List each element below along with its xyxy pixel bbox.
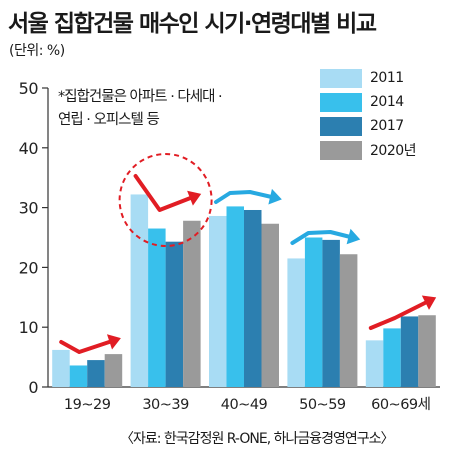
bar-2014-60~69세 (383, 328, 401, 387)
legend-swatch-2017 (320, 116, 362, 136)
unit-label: (단위: %) (9, 43, 65, 59)
legend-label-2017: 2017 (370, 118, 404, 134)
bar-2014-50~59 (304, 237, 323, 387)
legend-label-2014: 2014 (370, 94, 404, 110)
bar-2011-30~39 (130, 194, 149, 387)
trend-arrow-19-29-head (106, 334, 121, 350)
legend-item-2020: 2020년 (320, 138, 417, 162)
trend-arrow-50-59-head (346, 228, 361, 245)
bar-2017-30~39 (165, 241, 184, 387)
bar-2011-19~29 (52, 349, 70, 387)
bar-2011-50~59 (287, 258, 305, 387)
bar-2020년-19~29 (104, 354, 123, 387)
bar-2020년-60~69세 (418, 315, 436, 387)
bar-2011-60~69세 (365, 340, 384, 387)
trend-arrow-50-59 (290, 230, 357, 245)
legend-label-2020: 2020년 (370, 143, 417, 159)
trend-arrow-19-29 (59, 338, 118, 354)
y-tick-label-50: 50 (19, 79, 39, 98)
source-credit: 〈자료: 한국감정원 R-ONE, 하나금융경영연구소〉 (120, 431, 395, 447)
trend-arrow-40-49-head (268, 188, 282, 205)
trend-arrow-40-49 (214, 190, 278, 204)
y-tick-label-40: 40 (19, 139, 39, 158)
bar-2020년-30~39 (183, 220, 201, 387)
bar-2017-60~69세 (400, 316, 419, 387)
legend-swatch-2011 (320, 68, 362, 88)
bar-2017-19~29 (87, 360, 105, 387)
legend-item-2014: 2014 (320, 90, 416, 114)
legend-swatch-2014 (320, 92, 362, 112)
legend-label-2011: 2011 (370, 70, 404, 86)
x-tick-label-4: 60~69세 (371, 396, 430, 413)
x-tick-label-0: 19~29 (64, 397, 111, 413)
y-tick-label-20: 20 (19, 258, 39, 277)
y-tick-label-10: 10 (19, 318, 39, 337)
note-line-2: 연립 · 오피스텔 등 (58, 112, 160, 128)
y-tick-label-30: 30 (19, 199, 39, 218)
legend-item-2017: 2017 (320, 114, 416, 138)
x-tick-label-2: 40~49 (221, 397, 268, 413)
bar-2017-40~49 (244, 209, 262, 387)
chart-note: *집합건물은 아파트 · 다세대 · 연립 · 오피스텔 등 (58, 86, 223, 132)
bar-2017-50~59 (322, 239, 340, 387)
trend-arrow-60-69-head (421, 295, 437, 310)
bar-2011-40~49 (209, 215, 227, 387)
x-tick-label-1: 30~39 (142, 397, 189, 413)
trend-arrow-30-39-head (187, 190, 202, 206)
y-tick-label-0: 0 (28, 378, 38, 397)
bar-2014-19~29 (69, 365, 88, 387)
legend-swatch-2020 (320, 140, 362, 160)
x-tick-label-3: 50~59 (299, 397, 346, 413)
bar-2014-40~49 (226, 206, 244, 387)
trend-arrow-30-39 (133, 174, 198, 212)
legend: 2011 2014 2017 2020년 (320, 66, 417, 162)
legend-item-2011: 2011 (320, 66, 416, 90)
bar-2020년-40~49 (261, 223, 279, 387)
bar-2014-30~39 (148, 228, 166, 387)
highlight-circle-30-39 (118, 153, 213, 247)
trend-arrow-60-69 (368, 298, 433, 330)
chart-title: 서울 집합건물 매수인 시기·연령대별 비교 (8, 11, 377, 37)
bar-2020년-50~59 (339, 254, 358, 387)
note-line-1: *집합건물은 아파트 · 다세대 · (58, 89, 223, 105)
